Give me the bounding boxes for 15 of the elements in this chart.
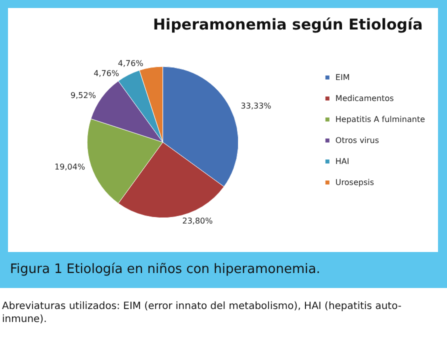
text: Figura 1 Etiología en niños con hiperamonemia. xyxy=(10,262,320,277)
data-label: 33,33% xyxy=(240,102,272,111)
legend-label: Otros virus xyxy=(335,136,380,145)
data-label: 4,76% xyxy=(94,69,120,78)
legend-label: Urosepsis xyxy=(335,178,374,187)
data-label: 19,04% xyxy=(54,162,86,172)
legend-label: Hepatitis A fulminante xyxy=(335,115,426,124)
data-label: 9,52% xyxy=(70,90,96,100)
text: Abreviaturas utilizados: EIM (error innato del metabolismo), HAI (hepatitis auto-inmune). xyxy=(2,300,402,326)
legend-label: EIM xyxy=(335,73,350,82)
data-label: 23,80% xyxy=(182,216,214,226)
legend-label: Medicamentos xyxy=(335,94,394,103)
chart-title: Hiperamonemia según Etiología xyxy=(153,16,423,34)
legend-label: HAI xyxy=(335,157,350,166)
data-label: 4,76% xyxy=(118,59,144,68)
